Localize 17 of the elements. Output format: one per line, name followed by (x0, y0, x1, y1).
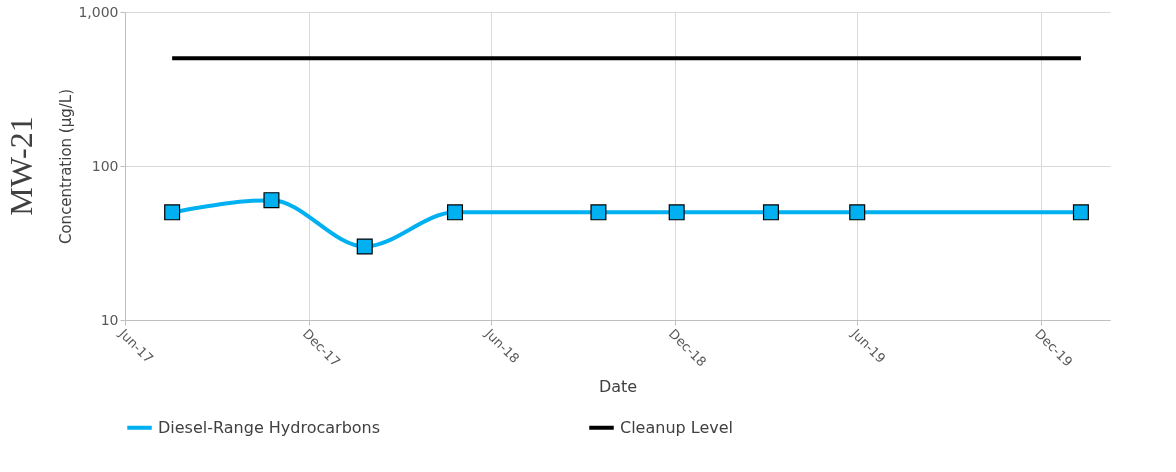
y-tick-label: 1,000 (78, 3, 119, 20)
point (762, 204, 779, 221)
point (590, 204, 607, 221)
point (668, 204, 685, 221)
legend-label: Cleanup Level (620, 417, 734, 437)
point (446, 204, 464, 221)
point (1072, 204, 1089, 221)
point (164, 204, 181, 221)
legend-label: Diesel-Range Hydrocarbons (158, 417, 381, 437)
y-tick-label: 100 (91, 157, 119, 174)
y-axis-title: Concentration (µg/L) (57, 88, 76, 245)
text: MW-21 (2, 116, 39, 216)
point (263, 192, 280, 209)
x-axis-title: Date (598, 377, 638, 397)
point (849, 204, 866, 221)
y-tick-label: 10 (100, 311, 119, 328)
point (356, 238, 373, 255)
